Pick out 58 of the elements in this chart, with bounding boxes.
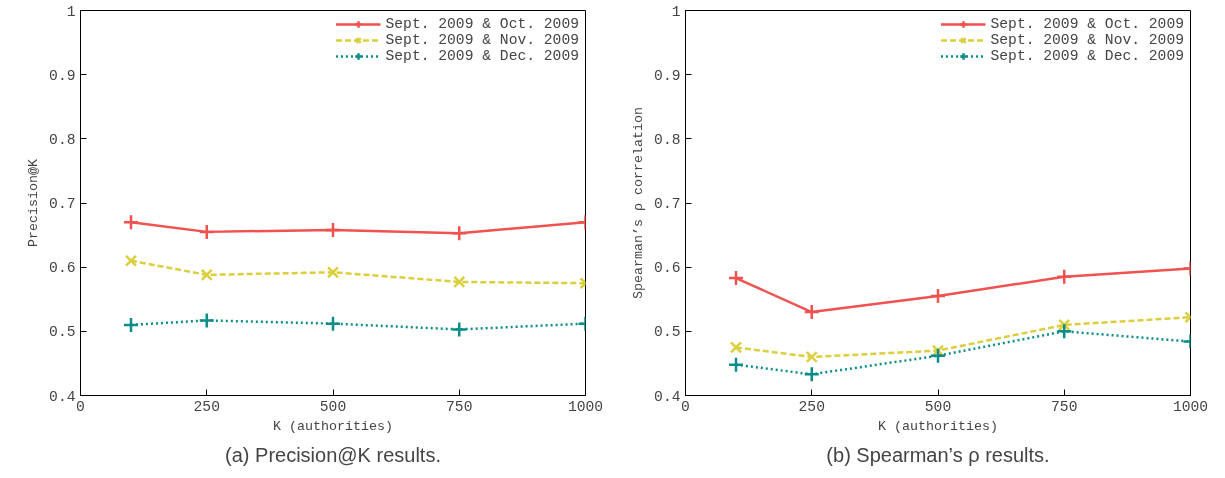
point bbox=[1056, 323, 1073, 340]
x-tick-label: 500 bbox=[319, 398, 347, 415]
point bbox=[122, 316, 140, 334]
point bbox=[453, 275, 466, 289]
y-tick-label: 0.6 bbox=[654, 260, 681, 277]
point bbox=[929, 287, 947, 305]
point bbox=[124, 254, 138, 267]
point bbox=[805, 350, 818, 364]
y-tick-label: 0.7 bbox=[49, 196, 76, 212]
y-tick-label: 0.4 bbox=[49, 388, 76, 405]
legend-label: Sept. 2009 & Dec. 2009 bbox=[990, 48, 1184, 64]
x-tick-label: 0 bbox=[76, 398, 85, 415]
x-axis-title: K (authorities) bbox=[273, 418, 393, 434]
point bbox=[803, 303, 820, 321]
point bbox=[122, 214, 140, 231]
point bbox=[803, 366, 820, 383]
point bbox=[326, 266, 340, 279]
text: (b) Spearman’s ρ results. bbox=[826, 443, 1050, 466]
point bbox=[198, 312, 215, 329]
x-axis-title: K (authorities) bbox=[878, 418, 998, 434]
point bbox=[451, 224, 468, 242]
y-tick-label: 0.9 bbox=[49, 67, 76, 84]
y-tick-label: 1 bbox=[671, 3, 681, 20]
point bbox=[727, 269, 745, 287]
x-tick-label: 1000 bbox=[1172, 398, 1209, 415]
y-tick-label: 0.8 bbox=[654, 131, 681, 148]
point bbox=[451, 321, 468, 338]
point bbox=[729, 341, 743, 354]
x-tick-label: 750 bbox=[1051, 398, 1078, 415]
y-tick-label: 1 bbox=[66, 3, 76, 20]
legend-label: Sept. 2009 & Nov. 2009 bbox=[990, 32, 1184, 48]
y-tick-label: 0.5 bbox=[49, 324, 76, 341]
x-tick-label: 250 bbox=[193, 398, 220, 415]
point bbox=[324, 221, 342, 239]
legend-label: Sept. 2009 & Oct. 2009 bbox=[990, 16, 1184, 32]
y-tick-label: 0.5 bbox=[654, 324, 681, 341]
x-tick-label: 1000 bbox=[567, 398, 604, 415]
x-tick-label: 0 bbox=[681, 398, 690, 415]
x-tick-label: 750 bbox=[446, 398, 473, 415]
point bbox=[198, 223, 215, 241]
text: (a) Precision@K results. bbox=[225, 443, 441, 466]
y-tick-label: 0.8 bbox=[49, 131, 76, 148]
point bbox=[1056, 268, 1073, 286]
y-axis-title: Spearman’s ρ correlation bbox=[631, 107, 647, 299]
point bbox=[200, 268, 213, 282]
y-tick-label: 0.9 bbox=[654, 67, 681, 84]
y-axis-title: Precision@K bbox=[26, 159, 42, 247]
legend-label: Sept. 2009 & Dec. 2009 bbox=[385, 48, 579, 64]
legend-label: Sept. 2009 & Oct. 2009 bbox=[385, 16, 579, 32]
x-tick-label: 250 bbox=[798, 398, 825, 415]
x-tick-label: 500 bbox=[924, 398, 952, 415]
y-tick-label: 0.6 bbox=[49, 260, 76, 277]
legend-label: Sept. 2009 & Nov. 2009 bbox=[385, 32, 579, 48]
y-tick-label: 0.7 bbox=[654, 196, 681, 212]
point bbox=[324, 315, 342, 332]
y-tick-label: 0.4 bbox=[654, 388, 681, 405]
point bbox=[929, 347, 947, 364]
point bbox=[727, 356, 745, 373]
